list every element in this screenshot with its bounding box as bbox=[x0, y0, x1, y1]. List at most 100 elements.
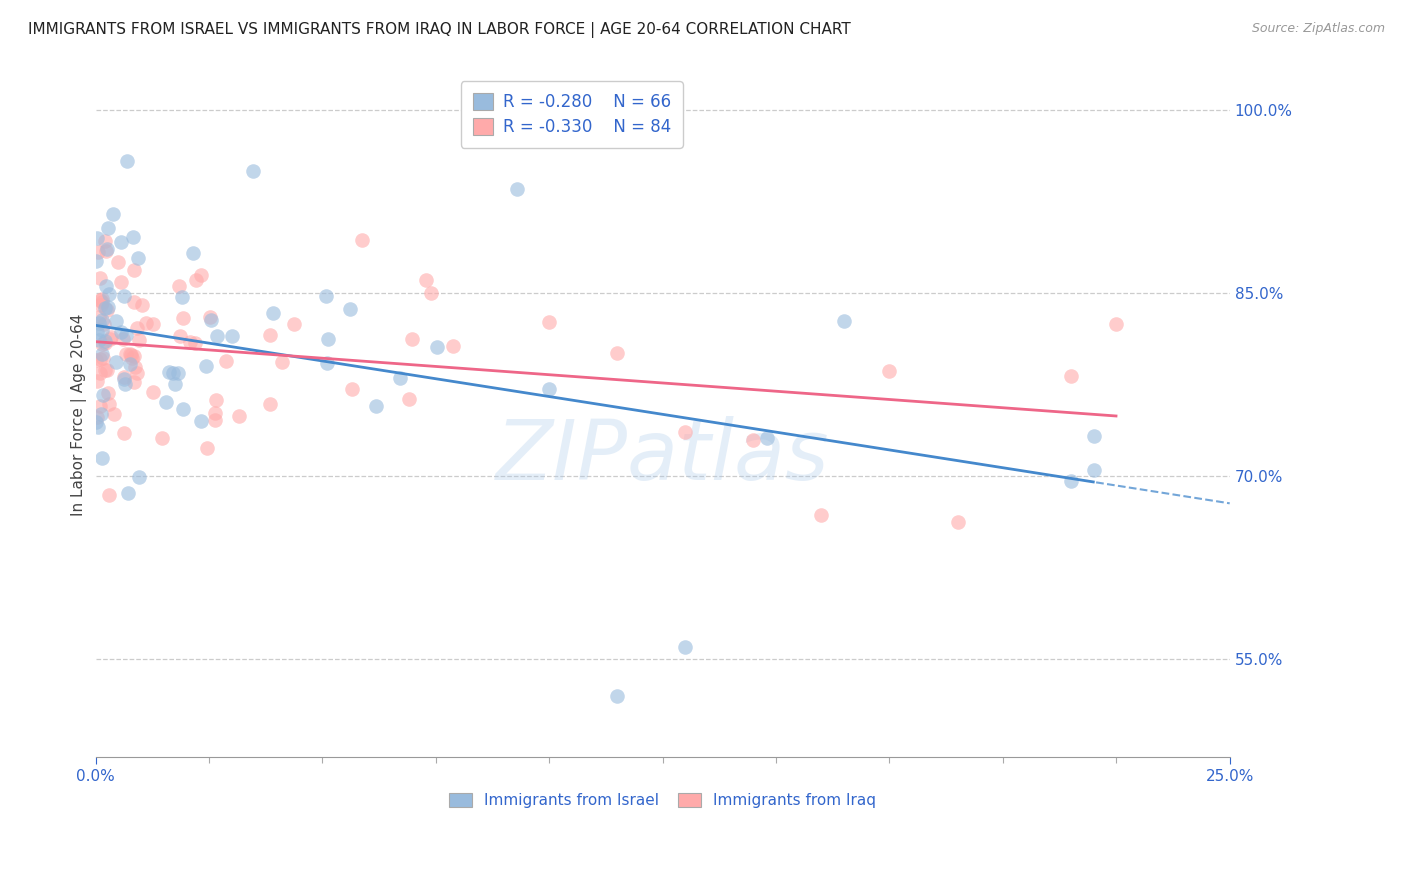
Point bbox=[91, 388, 114, 402]
Point bbox=[1060, 474, 1083, 488]
Point bbox=[90, 407, 112, 421]
Point bbox=[107, 255, 129, 269]
Point bbox=[316, 355, 339, 369]
Point bbox=[84, 352, 107, 367]
Point bbox=[352, 233, 374, 247]
Point bbox=[195, 441, 218, 455]
Point bbox=[90, 298, 112, 312]
Point bbox=[121, 351, 143, 365]
Point bbox=[96, 242, 118, 256]
Point bbox=[120, 348, 142, 362]
Point bbox=[94, 363, 117, 377]
Point bbox=[419, 286, 441, 301]
Point bbox=[112, 371, 135, 385]
Point bbox=[159, 365, 181, 379]
Point bbox=[124, 263, 146, 277]
Point bbox=[271, 355, 294, 369]
Point bbox=[879, 364, 901, 378]
Point bbox=[1083, 428, 1105, 442]
Point bbox=[169, 329, 191, 343]
Point bbox=[91, 346, 114, 360]
Point bbox=[89, 293, 111, 307]
Point bbox=[86, 231, 108, 245]
Point bbox=[167, 366, 190, 380]
Point bbox=[339, 301, 361, 316]
Point bbox=[120, 357, 142, 371]
Point bbox=[110, 325, 132, 339]
Point bbox=[112, 333, 135, 347]
Text: IMMIGRANTS FROM ISRAEL VS IMMIGRANTS FROM IRAQ IN LABOR FORCE | AGE 20-64 CORREL: IMMIGRANTS FROM ISRAEL VS IMMIGRANTS FRO… bbox=[28, 22, 851, 38]
Point bbox=[97, 286, 120, 301]
Point bbox=[205, 393, 228, 408]
Point bbox=[90, 323, 112, 337]
Point bbox=[115, 153, 138, 168]
Point bbox=[190, 268, 212, 282]
Point bbox=[112, 425, 135, 440]
Point bbox=[87, 310, 110, 325]
Point bbox=[90, 450, 112, 465]
Point bbox=[96, 362, 118, 376]
Point bbox=[122, 229, 145, 244]
Point bbox=[84, 415, 107, 429]
Point bbox=[128, 469, 150, 483]
Point bbox=[184, 273, 207, 287]
Point bbox=[415, 273, 437, 287]
Point bbox=[104, 355, 127, 369]
Point bbox=[90, 293, 112, 307]
Point bbox=[120, 347, 142, 361]
Point bbox=[832, 314, 855, 328]
Point bbox=[315, 289, 337, 303]
Point bbox=[97, 386, 120, 401]
Point bbox=[91, 336, 114, 351]
Point bbox=[215, 354, 238, 368]
Point bbox=[673, 640, 696, 654]
Point bbox=[124, 359, 146, 374]
Point bbox=[127, 251, 149, 265]
Point bbox=[190, 414, 212, 428]
Point bbox=[538, 382, 561, 396]
Point bbox=[91, 313, 114, 327]
Point bbox=[112, 369, 135, 384]
Point bbox=[204, 413, 226, 427]
Point bbox=[112, 288, 135, 302]
Point bbox=[259, 397, 281, 411]
Point bbox=[606, 345, 628, 359]
Point bbox=[155, 394, 177, 409]
Point bbox=[150, 431, 173, 445]
Point bbox=[97, 300, 120, 314]
Point bbox=[172, 311, 194, 326]
Point bbox=[97, 488, 120, 502]
Text: Source: ZipAtlas.com: Source: ZipAtlas.com bbox=[1251, 22, 1385, 36]
Point bbox=[242, 164, 264, 178]
Point bbox=[200, 312, 222, 326]
Point bbox=[172, 401, 194, 416]
Point bbox=[86, 254, 108, 268]
Point bbox=[506, 182, 529, 196]
Point bbox=[94, 234, 117, 248]
Point bbox=[179, 335, 201, 350]
Point bbox=[114, 347, 136, 361]
Point bbox=[318, 332, 340, 346]
Point bbox=[162, 367, 184, 381]
Point bbox=[87, 245, 110, 260]
Legend: Immigrants from Israel, Immigrants from Iraq: Immigrants from Israel, Immigrants from … bbox=[443, 787, 882, 814]
Point bbox=[135, 316, 157, 330]
Point bbox=[606, 689, 628, 703]
Point bbox=[259, 328, 281, 343]
Point bbox=[103, 407, 125, 421]
Point bbox=[128, 333, 150, 347]
Point bbox=[426, 340, 449, 354]
Point bbox=[97, 397, 120, 411]
Point bbox=[87, 419, 110, 434]
Point bbox=[1083, 463, 1105, 477]
Point bbox=[89, 352, 111, 367]
Point bbox=[91, 351, 114, 366]
Point bbox=[100, 332, 122, 346]
Point bbox=[117, 486, 139, 500]
Point bbox=[122, 350, 145, 364]
Point bbox=[89, 333, 111, 347]
Point bbox=[195, 359, 218, 373]
Point bbox=[198, 310, 221, 324]
Point bbox=[131, 298, 153, 312]
Point bbox=[100, 330, 122, 344]
